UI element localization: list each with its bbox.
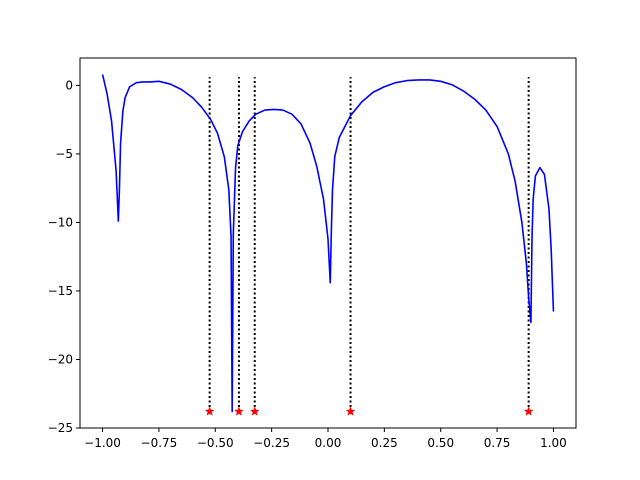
x-tick-label: −0.50 [197, 436, 234, 450]
x-tick-label: 0.00 [315, 436, 342, 450]
x-tick-label: −1.00 [84, 436, 121, 450]
star-marker [523, 406, 534, 416]
x-axis: −1.00 −0.75 −0.50 −0.25 0.00 0.25 0.50 0.75 1.00 [84, 428, 567, 450]
y-tick-label: −20 [48, 352, 73, 366]
y-tick-label: −5 [55, 147, 73, 161]
y-axis: 0 −5 −10 −15 −20 −25 [48, 78, 80, 435]
y-tick-label: −15 [48, 284, 73, 298]
y-tick-label: 0 [65, 78, 73, 92]
y-tick-label: −25 [48, 421, 73, 435]
star-marker [249, 406, 260, 416]
x-tick-label: −0.25 [253, 436, 290, 450]
plot-layer [101, 74, 555, 416]
series-line [101, 74, 555, 413]
x-tick-label: 1.00 [540, 436, 567, 450]
y-tick-label: −10 [48, 215, 73, 229]
star-marker [204, 406, 215, 416]
star-marker [233, 406, 244, 416]
x-tick-label: −0.75 [141, 436, 178, 450]
x-tick-label: 0.25 [371, 436, 398, 450]
x-tick-label: 0.75 [484, 436, 511, 450]
x-tick-label: 0.50 [427, 436, 454, 450]
star-marker [345, 406, 356, 416]
